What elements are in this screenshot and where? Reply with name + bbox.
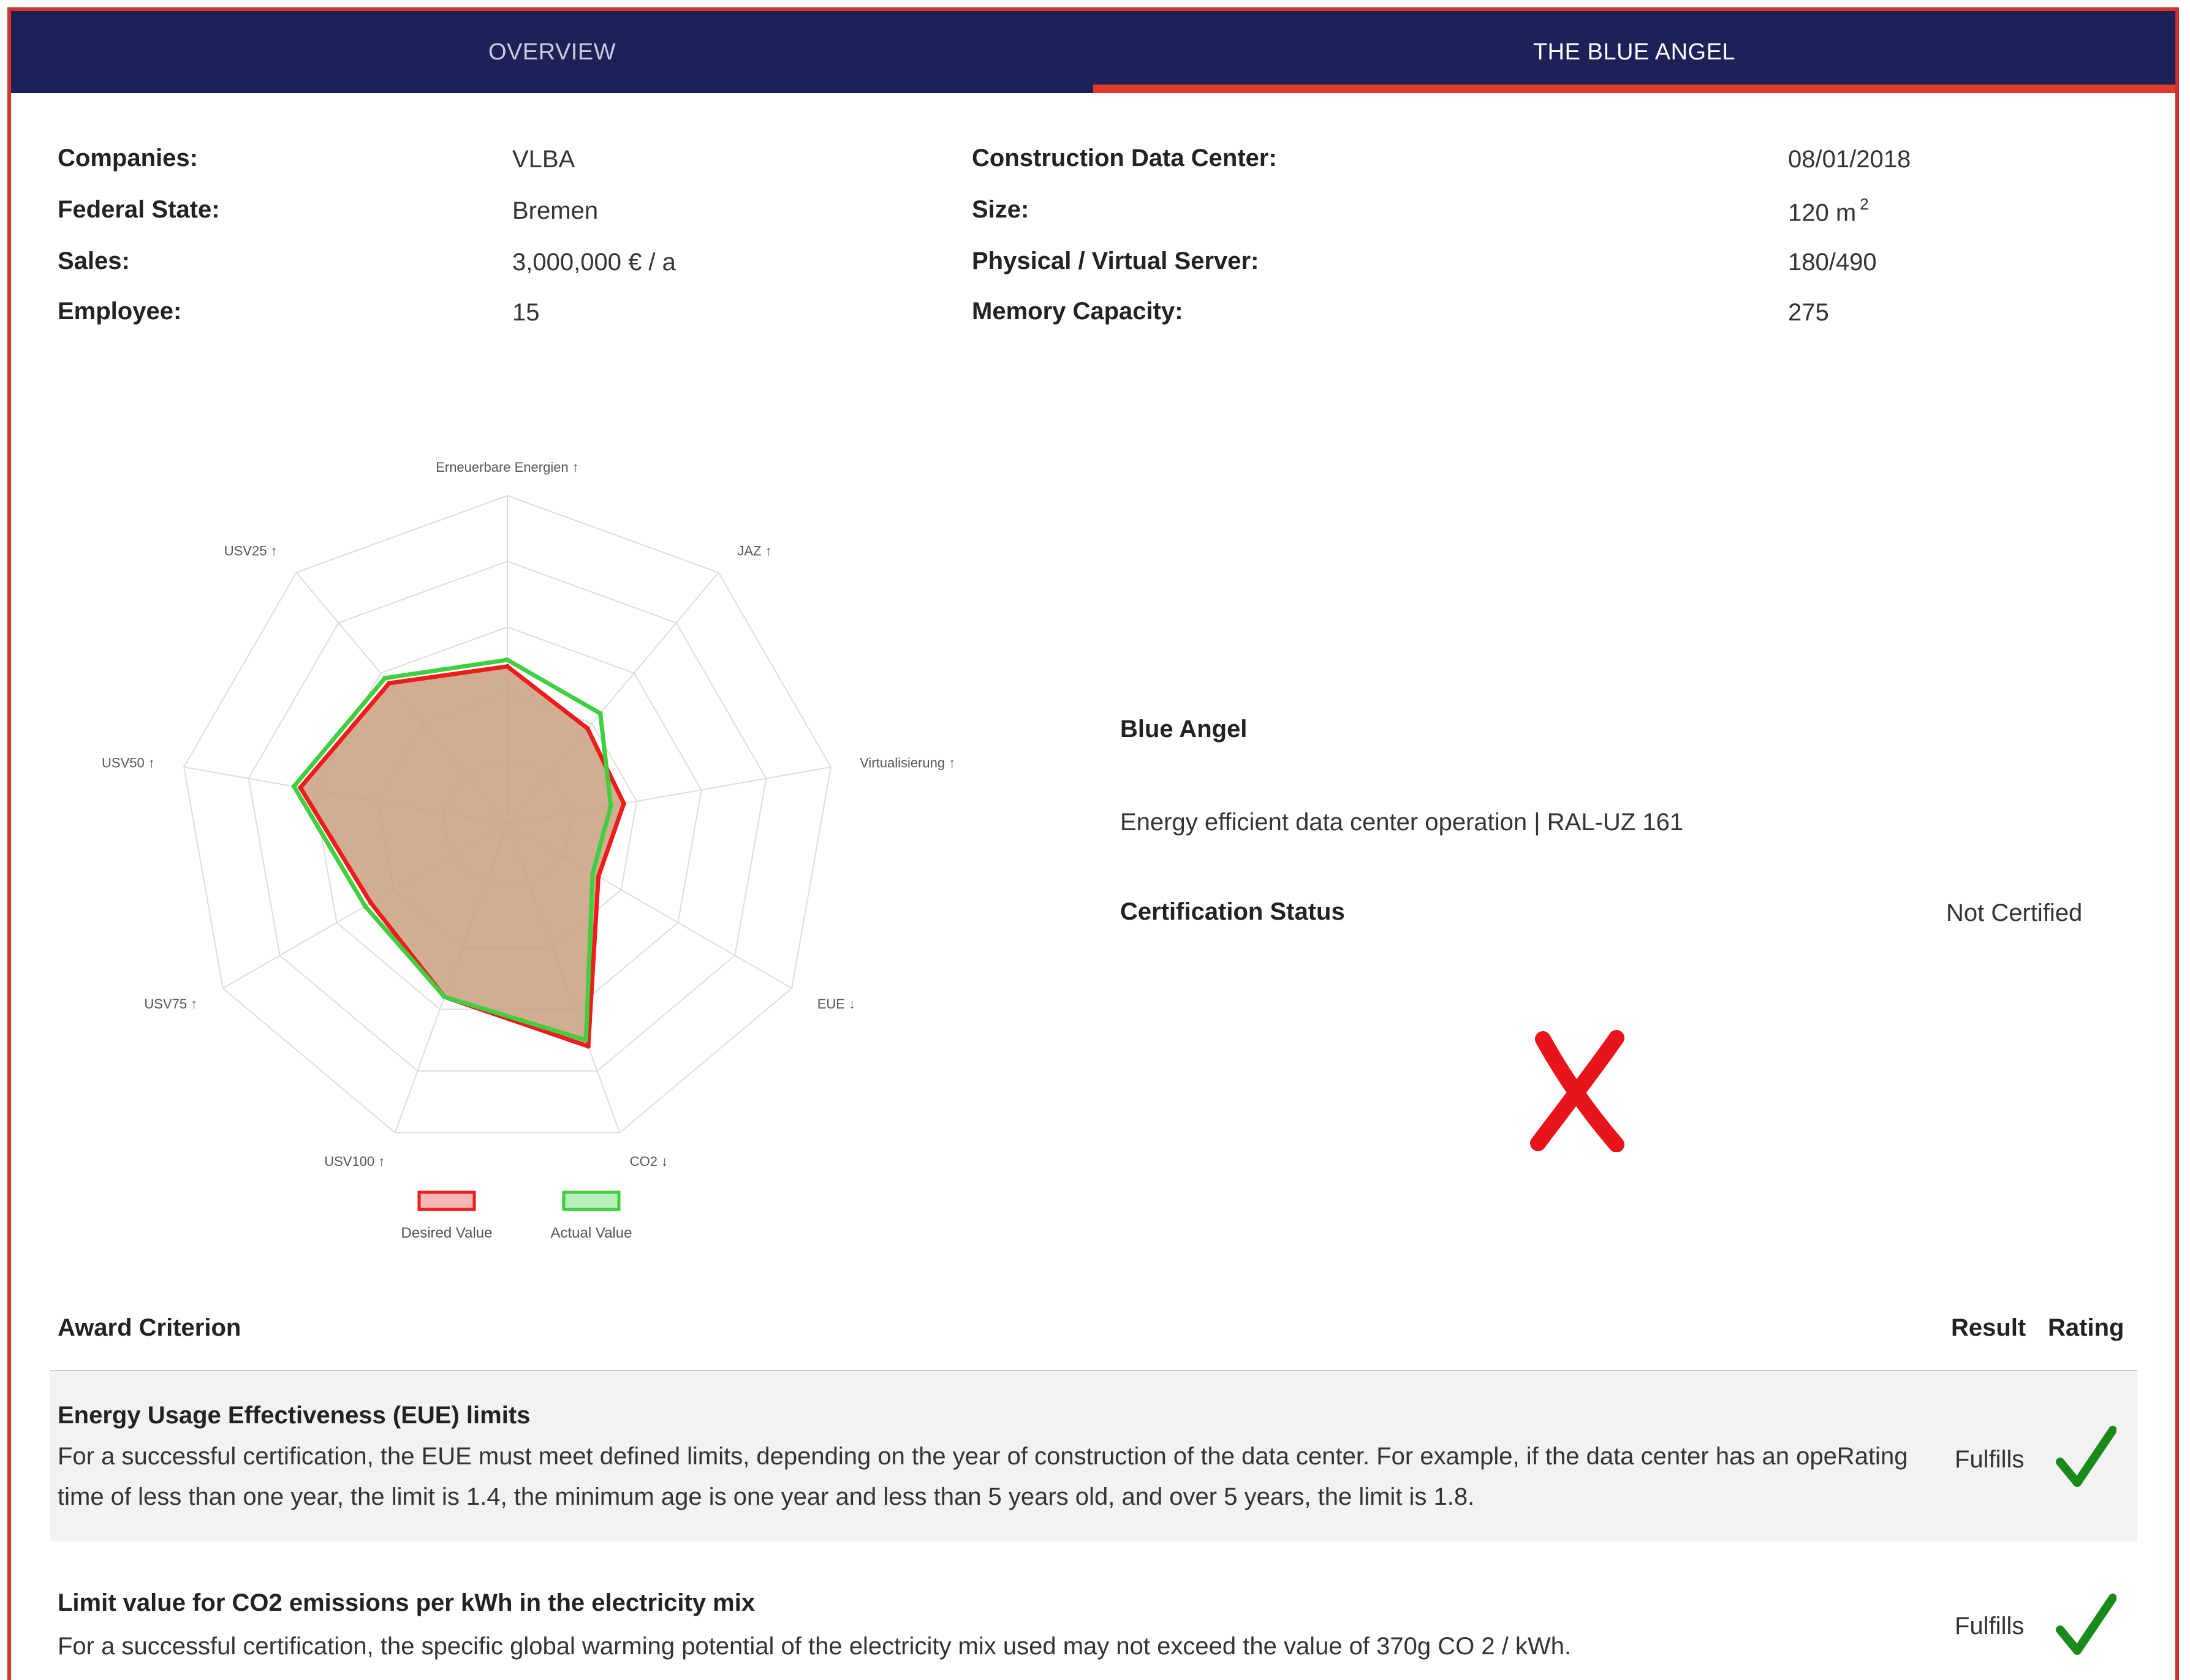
tab-bar: OVERVIEW THE BLUE ANGEL bbox=[11, 11, 2175, 93]
federal-state-label: Federal State: bbox=[58, 196, 220, 223]
radar-axis-label: USV75 ↑ bbox=[144, 996, 197, 1012]
sales-label: Sales: bbox=[58, 248, 130, 274]
certification-status-label: Certification Status bbox=[1120, 898, 1345, 925]
award-criterion-header: Award Criterion bbox=[58, 1314, 241, 1341]
radar-point bbox=[505, 657, 510, 662]
table-row bbox=[50, 1371, 2137, 1542]
radar-axis-label: USV100 ↑ bbox=[324, 1154, 385, 1169]
blue-angel-description: Energy efficient data center operation |… bbox=[1120, 809, 1684, 836]
radar-point bbox=[298, 785, 303, 790]
not-certified-cross-icon bbox=[1530, 1030, 1624, 1152]
size-exponent: 2 bbox=[1860, 195, 1869, 213]
radar-point bbox=[387, 681, 392, 686]
radar-point bbox=[368, 900, 374, 906]
radar-series-actual bbox=[292, 657, 613, 1043]
employee-value: 15 bbox=[512, 299, 540, 326]
construction-label: Construction Data Center: bbox=[972, 145, 1277, 172]
radar-point bbox=[505, 664, 510, 669]
radar-point bbox=[442, 994, 447, 1000]
legend-swatch bbox=[562, 1190, 621, 1211]
row-result-co2: Fulfills bbox=[1955, 1613, 2025, 1640]
radar-axis-label: USV25 ↑ bbox=[224, 543, 278, 559]
radar-chart: Erneuerbare Energien ↑ JAZ ↑ Virtualisieru… bbox=[102, 460, 955, 1241]
radar-point bbox=[596, 874, 601, 879]
construction-value: 08/01/2018 bbox=[1788, 146, 1911, 173]
companies-label: Companies: bbox=[58, 145, 198, 172]
radar-axis-label: EUE ↓ bbox=[817, 996, 855, 1012]
radar-series bbox=[291, 657, 627, 1049]
radar-axis-label: USV50 ↑ bbox=[102, 755, 155, 771]
companies-value: VLBA bbox=[512, 146, 575, 173]
server-label: Physical / Virtual Server: bbox=[972, 248, 1259, 274]
legend-swatch bbox=[417, 1190, 476, 1211]
sales-value: 3,000,000 € / a bbox=[512, 249, 676, 276]
memory-label: Memory Capacity: bbox=[972, 298, 1183, 325]
radar-axis-label: JAZ ↑ bbox=[737, 543, 771, 559]
row-result-eue: Fulfills bbox=[1955, 1446, 2025, 1473]
radar-ring bbox=[248, 561, 767, 1072]
radar-point bbox=[585, 725, 590, 731]
radar-point bbox=[597, 711, 603, 716]
federal-state-value: Bremen bbox=[512, 197, 599, 224]
row-description-co2: For a successful certification, the spec… bbox=[58, 1633, 1572, 1660]
tab-blue-angel[interactable]: THE BLUE ANGEL bbox=[1093, 11, 2175, 93]
size-label: Size: bbox=[972, 196, 1029, 223]
legend-label: Actual Value bbox=[551, 1225, 632, 1241]
radar-point bbox=[382, 675, 388, 681]
size-number: 120 m bbox=[1788, 199, 1857, 227]
row-description-eue: For a successful certification, the EUE … bbox=[58, 1443, 1908, 1510]
blue-angel-title: Blue Angel bbox=[1120, 716, 1248, 743]
row-title-eue: Energy Usage Effectiveness (EUE) limits bbox=[58, 1402, 531, 1429]
radar-point bbox=[621, 801, 627, 806]
radar-point bbox=[583, 1037, 589, 1043]
result-header: Result bbox=[1951, 1314, 2026, 1341]
employee-label: Employee: bbox=[58, 298, 182, 325]
certification-status-value: Not Certified bbox=[1946, 899, 2083, 926]
server-value: 180/490 bbox=[1788, 249, 1877, 276]
radar-point bbox=[590, 871, 596, 876]
radar-axis-label: Virtualisierung ↑ bbox=[860, 755, 955, 771]
table-divider bbox=[50, 1370, 2137, 1371]
check-icon bbox=[2056, 1594, 2116, 1655]
memory-value: 275 bbox=[1788, 299, 1829, 326]
radar-ring bbox=[183, 494, 832, 1133]
radar-legend: Desired Value Actual Value bbox=[401, 1190, 632, 1241]
radar-point bbox=[585, 1043, 591, 1049]
radar-point bbox=[362, 904, 368, 909]
legend-label: Desired Value bbox=[401, 1225, 493, 1241]
radar-axis-labels: Erneuerbare Energien ↑ JAZ ↑ Virtualisieru… bbox=[102, 460, 955, 1169]
check-icon bbox=[2056, 1426, 2116, 1487]
tab-overview[interactable]: OVERVIEW bbox=[488, 39, 616, 65]
rating-header: Rating bbox=[2048, 1314, 2124, 1341]
radar-axis-label: CO2 ↓ bbox=[630, 1154, 668, 1169]
radar-point bbox=[291, 784, 297, 789]
radar-point bbox=[608, 803, 613, 809]
radar-axis-label: Erneuerbare Energien ↑ bbox=[436, 460, 579, 475]
row-title-co2: Limit value for CO2 emissions per kWh in… bbox=[58, 1589, 756, 1616]
